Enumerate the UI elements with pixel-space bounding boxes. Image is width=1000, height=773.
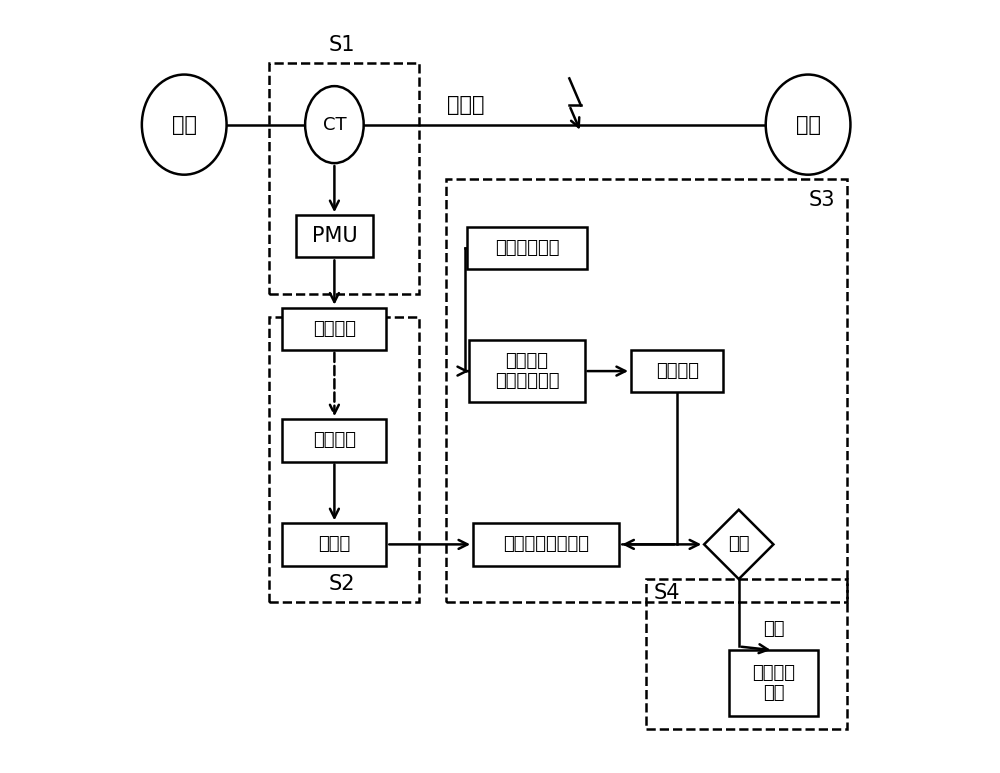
Ellipse shape	[142, 74, 227, 175]
Text: 电力系统仿真: 电力系统仿真	[495, 239, 559, 257]
Bar	[631, 350, 723, 392]
Text: 控制: 控制	[763, 620, 784, 638]
Text: S4: S4	[654, 583, 681, 603]
Bar	[269, 317, 419, 602]
Ellipse shape	[305, 86, 364, 163]
Bar	[467, 226, 587, 269]
Text: PMU: PMU	[312, 226, 357, 247]
Bar	[282, 523, 386, 566]
Bar	[282, 419, 386, 461]
Polygon shape	[704, 509, 773, 579]
Text: 数据提取: 数据提取	[313, 431, 356, 449]
Text: 人工智能
神经网络训练: 人工智能 神经网络训练	[495, 352, 559, 390]
Bar	[296, 215, 373, 257]
Text: CT: CT	[323, 116, 346, 134]
Text: 传输线: 传输线	[447, 95, 484, 115]
Bar	[473, 523, 619, 566]
Text: 学习权重: 学习权重	[656, 362, 699, 380]
Text: 人工智能网络检测: 人工智能网络检测	[503, 536, 589, 553]
Text: 分类: 分类	[728, 536, 750, 553]
Bar	[269, 63, 419, 294]
Text: 电源: 电源	[172, 114, 197, 135]
Text: S3: S3	[809, 190, 835, 210]
Text: 负载: 负载	[796, 114, 821, 135]
Bar	[646, 579, 847, 729]
Ellipse shape	[766, 74, 850, 175]
Bar	[282, 308, 386, 350]
Text: 小波变换: 小波变换	[313, 320, 356, 338]
Text: 标准化: 标准化	[318, 536, 351, 553]
Text: 快速开关
动作: 快速开关 动作	[752, 664, 795, 703]
Bar	[729, 650, 818, 716]
Text: S2: S2	[329, 574, 355, 594]
Bar	[469, 340, 585, 402]
Bar	[446, 179, 847, 602]
Text: S1: S1	[329, 36, 355, 56]
